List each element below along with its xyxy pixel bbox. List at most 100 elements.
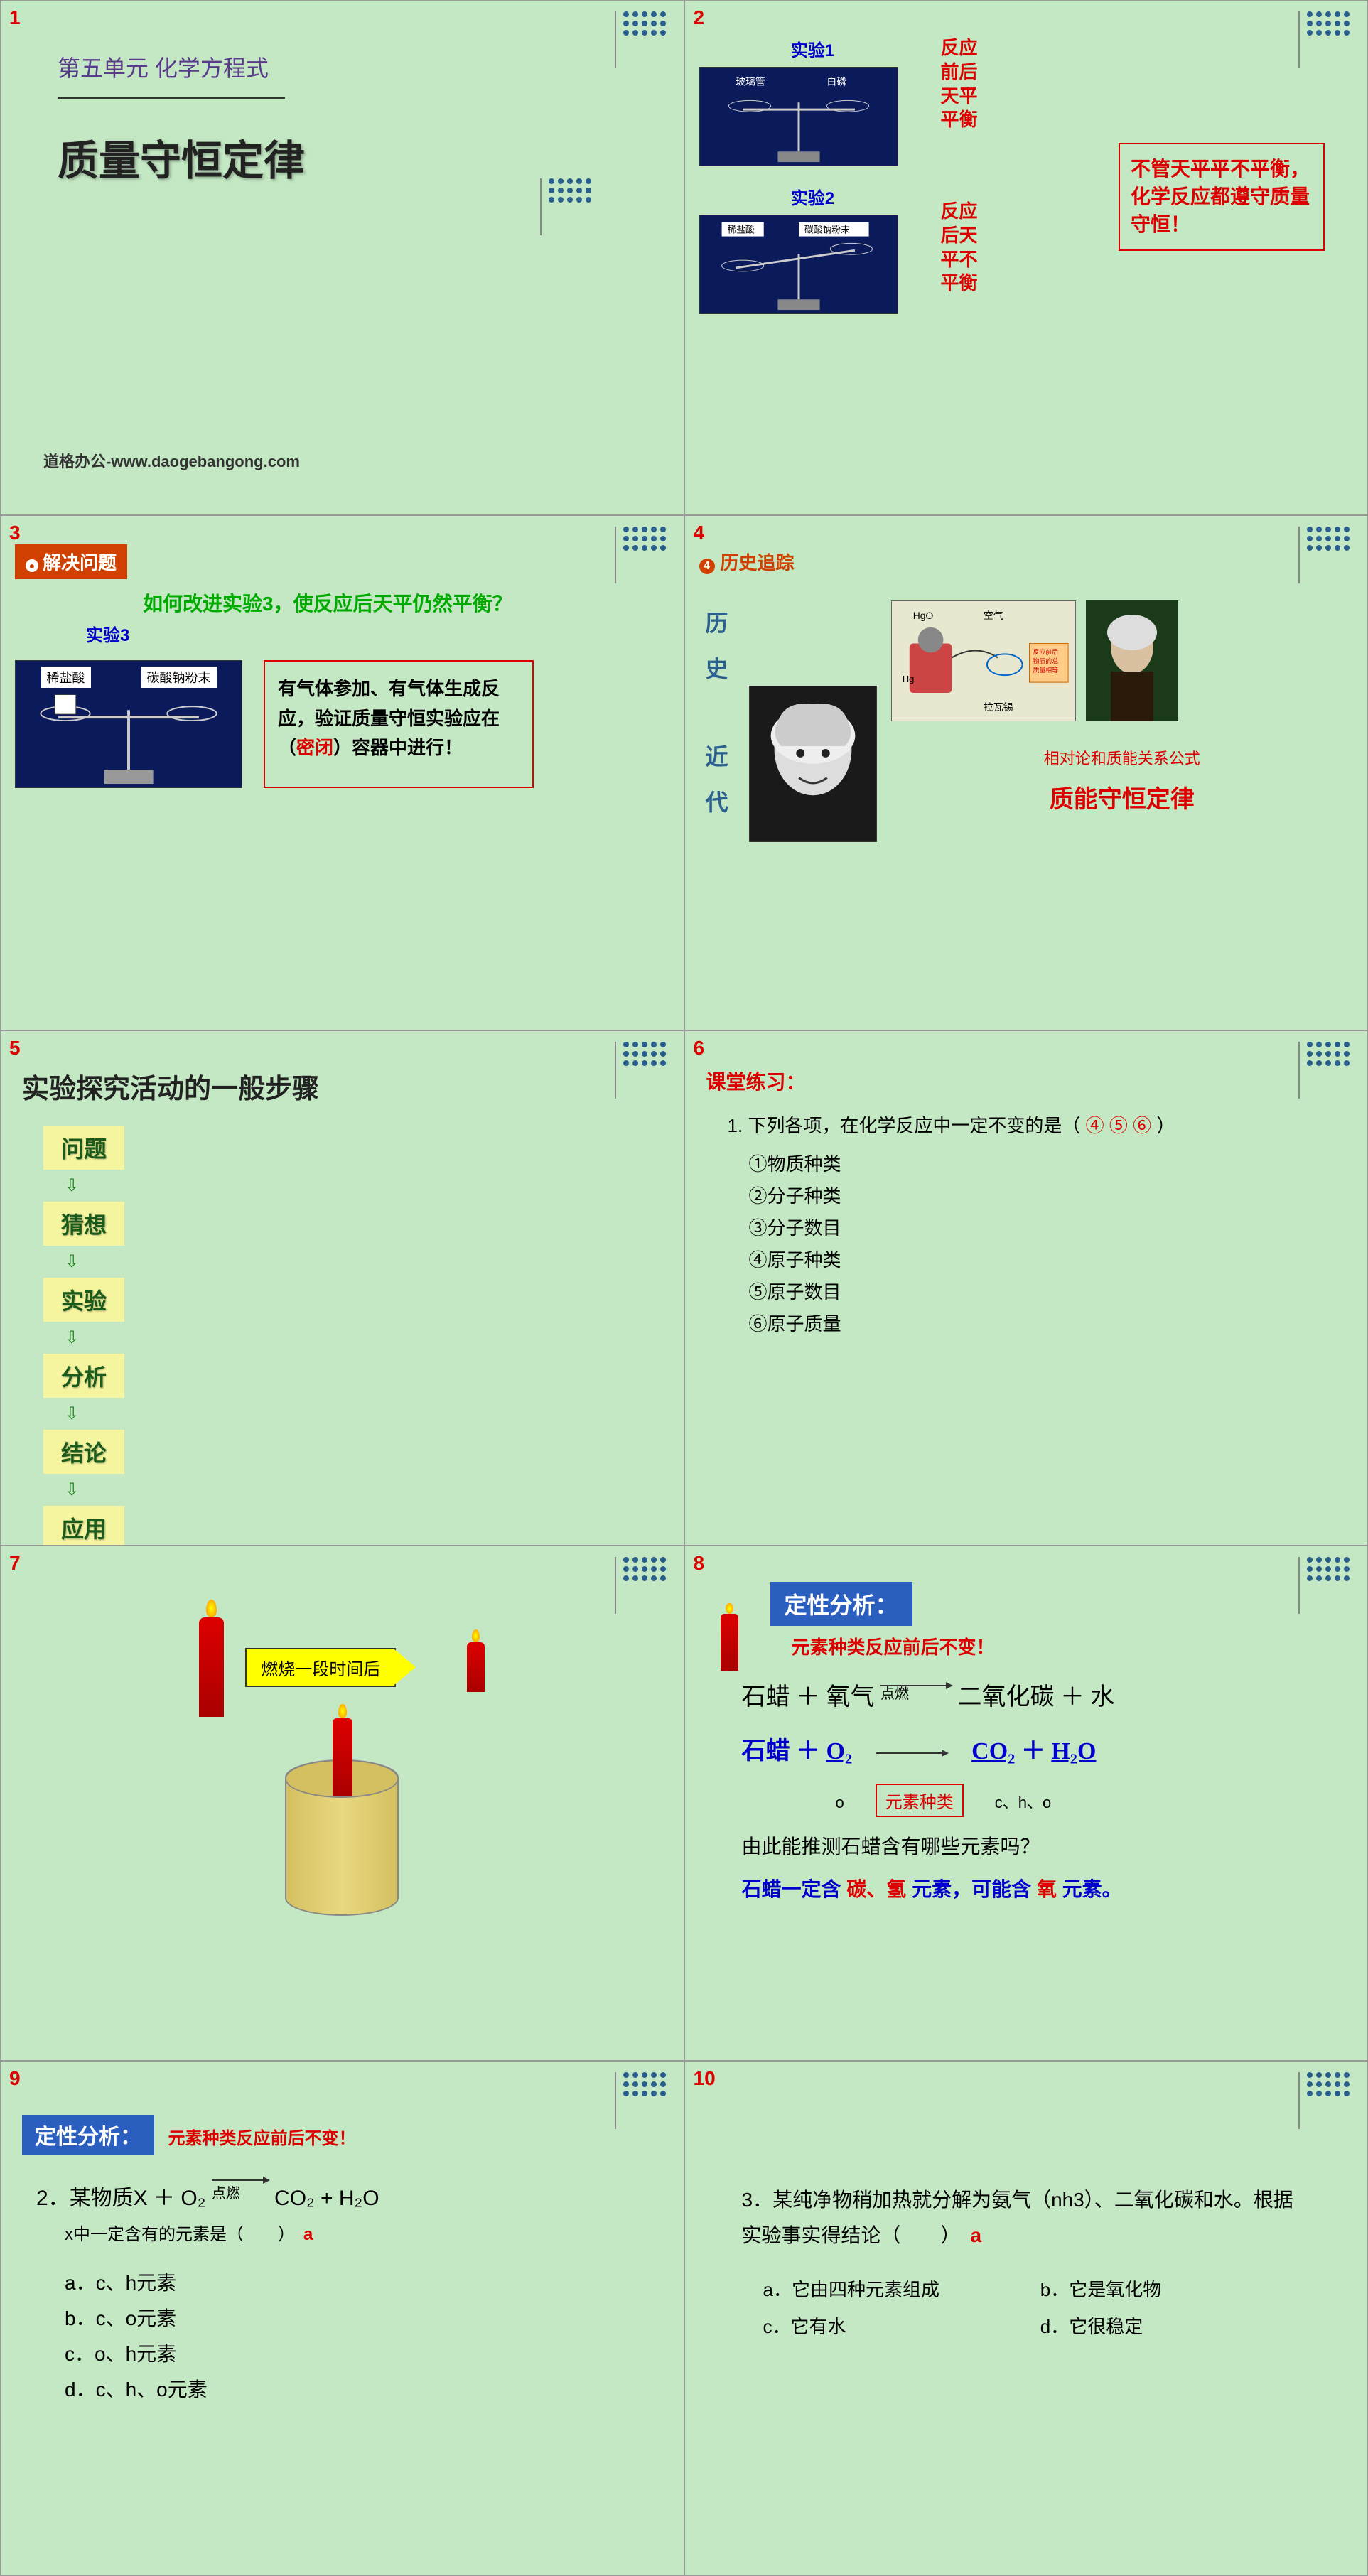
options-list: ①物质种类②分子种类③分子数目④原子种类⑤原子数目⑥原子质量 bbox=[699, 1150, 1354, 1336]
slide-1: 1 第五单元 化学方程式 质量守恒定律 道格办公-www.daogebangon… bbox=[0, 0, 684, 515]
option-1: ②分子种类 bbox=[749, 1182, 1304, 1208]
history-label: 历史 bbox=[699, 600, 735, 691]
experiment-2-label: 实验2 bbox=[699, 184, 927, 209]
einstein-portrait bbox=[749, 686, 877, 842]
decoration-line bbox=[615, 527, 616, 583]
cylinder-candle-icon bbox=[333, 1718, 352, 1796]
step-3: 分析 bbox=[43, 1354, 124, 1398]
option-3: d．c、h、o元素 bbox=[65, 2374, 620, 2403]
slide-2: 2 实验1 玻璃管白磷 实验2 稀盐酸碳酸钠粉末 反应前后天平平衡 反应后天平不… bbox=[684, 0, 1368, 515]
slide-number: 7 bbox=[9, 1552, 21, 1575]
option-0: ①物质种类 bbox=[749, 1150, 1304, 1176]
svg-text:稀盐酸: 稀盐酸 bbox=[727, 225, 755, 235]
cylinder-icon bbox=[285, 1759, 399, 1916]
decoration-dots bbox=[1307, 11, 1350, 36]
option-1: b．它是氧化物 bbox=[1040, 2275, 1289, 2302]
question-1: 1. 下列各项，在化学反应中一定不变的是（ ④ ⑤ ⑥ ） bbox=[728, 1109, 1325, 1143]
decoration-dots bbox=[1307, 527, 1350, 551]
decoration-dots bbox=[1307, 2072, 1350, 2096]
unit-title: 第五单元 化学方程式 bbox=[58, 50, 669, 83]
slide-7: 7 燃烧一段时间后 bbox=[0, 1546, 684, 2061]
slide-number: 6 bbox=[694, 1037, 705, 1060]
svg-text:空气: 空气 bbox=[983, 610, 1003, 621]
svg-text:碳酸钠粉末: 碳酸钠粉末 bbox=[804, 225, 849, 235]
slide-9: 9 定性分析： 元素种类反应前后不变！ 2．某物质X ＋ O₂ 点燃 CO₂ +… bbox=[0, 2061, 684, 2576]
decoration-dots bbox=[1307, 1557, 1350, 1581]
slide-8: 8 定性分析： 元素种类反应前后不变！ 石蜡 ＋ 氧气 点燃 二氧化碳 ＋ 水 … bbox=[684, 1546, 1368, 2061]
burning-arrow: 燃烧一段时间后 bbox=[245, 1648, 396, 1687]
svg-text:物质的总: 物质的总 bbox=[1033, 657, 1058, 665]
decoration-dots bbox=[623, 1042, 666, 1066]
slide-number: 1 bbox=[9, 6, 21, 29]
options-grid: a．它由四种元素组成 b．它是氧化物 c．它有水 d．它很稳定 bbox=[763, 2275, 1290, 2339]
decoration-line bbox=[1298, 11, 1300, 68]
svg-text:拉瓦锡: 拉瓦锡 bbox=[983, 701, 1013, 713]
step-1: 猜想 bbox=[43, 1202, 124, 1246]
decoration-line bbox=[540, 178, 542, 235]
arrow-downä: ⇩ bbox=[65, 1480, 669, 1500]
option-2: c．o、h元素 bbox=[65, 2339, 620, 2367]
decoration-line bbox=[1298, 2072, 1300, 2129]
decoration-line bbox=[615, 1042, 616, 1099]
decoration-line bbox=[1298, 1557, 1300, 1614]
steps-list: 问题⇩猜想⇩实验⇩分析⇩结论⇩应用 bbox=[15, 1120, 669, 1546]
slide-number: 8 bbox=[694, 1552, 705, 1575]
instruction-box: 有气体参加、有气体生成反应，验证质量守恒实验应在（密闭）容器中进行！ bbox=[264, 660, 534, 788]
svg-text:Hg: Hg bbox=[902, 674, 913, 684]
steps-title: 实验探究活动的一般步骤 bbox=[22, 1067, 669, 1106]
slide-number: 9 bbox=[9, 2067, 21, 2090]
options-list: a．c、h元素b．c、o元素c．o、h元素d．c、h、o元素 bbox=[15, 2268, 669, 2403]
inference-question: 由此能推测石蜡含有哪些元素吗？ bbox=[742, 1831, 1311, 1860]
slide-number: 2 bbox=[694, 6, 705, 29]
slide-10: 10 3．某纯净物稍加热就分解为氨气（nh3）、二氧化碳和水。根据实验事实得结论… bbox=[684, 2061, 1368, 2576]
lavoisier-portrait bbox=[1086, 600, 1178, 721]
step-2: 实验 bbox=[43, 1278, 124, 1322]
decoration-dots bbox=[1307, 1042, 1350, 1066]
experiment-1-label: 实验1 bbox=[699, 36, 927, 61]
step-5: 应用 bbox=[43, 1506, 124, 1546]
candle-after-icon bbox=[467, 1642, 485, 1692]
option-4: ⑤原子数目 bbox=[749, 1278, 1304, 1304]
slide-number: 4 bbox=[694, 522, 705, 544]
footer-credit: 道格办公-www.daogebangong.com bbox=[43, 449, 300, 472]
decoration-dots bbox=[623, 11, 666, 36]
analysis-header: 定性分析： bbox=[770, 1582, 912, 1626]
conclusion-text: 石蜡一定含 碳、氢 元素，可能含 氧 元素。 bbox=[742, 1874, 1311, 1902]
decoration-dots bbox=[623, 2072, 666, 2096]
svg-text:质量相等: 质量相等 bbox=[1033, 667, 1058, 674]
option-3: d．它很稳定 bbox=[1040, 2312, 1289, 2339]
slide-5: 5 实验探究活动的一般步骤 问题⇩猜想⇩实验⇩分析⇩结论⇩应用 bbox=[0, 1030, 684, 1546]
practice-title: 课堂练习： bbox=[706, 1067, 1354, 1095]
option-0: a．c、h元素 bbox=[65, 2268, 620, 2296]
decoration-line bbox=[615, 11, 616, 68]
step-0: 问题 bbox=[43, 1126, 124, 1170]
section-header: 4历史追踪 bbox=[699, 544, 1354, 579]
svg-text:玻璃管: 玻璃管 bbox=[736, 76, 765, 87]
option-2: ③分子数目 bbox=[749, 1214, 1304, 1240]
arrow-downä: ⇩ bbox=[65, 1327, 669, 1348]
slide-6: 6 课堂练习： 1. 下列各项，在化学反应中一定不变的是（ ④ ⑤ ⑥ ） ①物… bbox=[684, 1030, 1368, 1546]
arrow-downä: ⇩ bbox=[65, 1175, 669, 1196]
experiment-3-image: 稀盐酸碳酸钠粉末 bbox=[15, 660, 242, 788]
decoration-line bbox=[1298, 527, 1300, 583]
option-2: c．它有水 bbox=[763, 2312, 1012, 2339]
decoration-line bbox=[615, 1557, 616, 1614]
option-5: ⑥原子质量 bbox=[749, 1310, 1304, 1336]
slide-3: 3 ●解决问题 如何改进实验3，使反应后天平仍然平衡？ 实验3 稀盐酸碳酸钠粉末… bbox=[0, 515, 684, 1030]
svg-text:反应前后: 反应前后 bbox=[1033, 648, 1058, 656]
modern-label: 近代 bbox=[699, 734, 735, 825]
experiment-3-label: 实验3 bbox=[86, 621, 669, 646]
experiment-1-image: 玻璃管白磷 bbox=[699, 67, 898, 166]
balance-text-2: 反应后天平不平衡 bbox=[941, 200, 984, 296]
step-4: 结论 bbox=[43, 1430, 124, 1474]
decoration-line bbox=[615, 2072, 616, 2129]
formula-caption: 相对论和质能关系公式 bbox=[891, 746, 1354, 769]
equation-formula: 石蜡 ＋ O₂ CO₂ ＋ H₂O bbox=[742, 1731, 1311, 1766]
law-name: 质能守恒定律 bbox=[891, 780, 1354, 814]
slide-number: 3 bbox=[9, 522, 21, 544]
option-0: a．它由四种元素组成 bbox=[763, 2275, 1012, 2302]
decoration-dots bbox=[623, 527, 666, 551]
divider bbox=[58, 97, 285, 99]
lavoisier-diagram: HgO空气Hg拉瓦锡反应前后物质的总质量相等 bbox=[891, 600, 1076, 721]
candle-before-icon bbox=[199, 1617, 224, 1717]
